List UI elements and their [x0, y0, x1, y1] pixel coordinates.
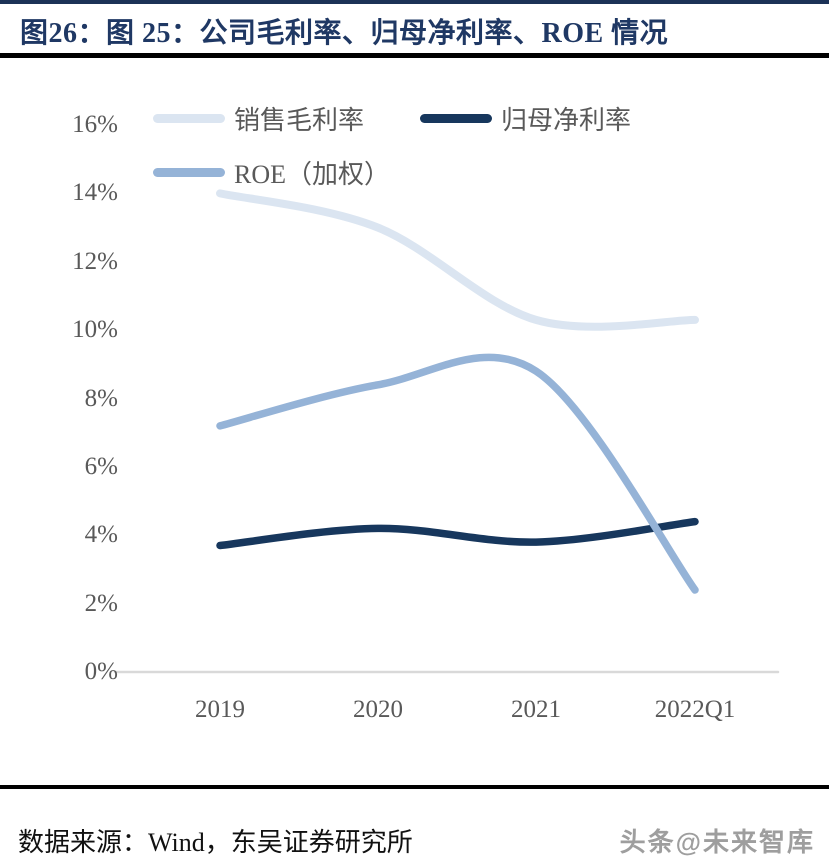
gross-margin-line-swatch [153, 113, 225, 123]
y-tick-label: 2% [84, 589, 118, 617]
x-tick-label: 2019 [195, 696, 245, 723]
legend-label: ROE（加权） [234, 159, 391, 189]
legend-item-net-margin: 归母净利率 [420, 101, 631, 135]
series-line-2 [216, 353, 699, 594]
y-tick-label: 8% [84, 384, 118, 412]
watermark: 头条@未来智库 [619, 827, 815, 857]
series-line-0 [216, 189, 699, 331]
x-tick-label: 2022Q1 [654, 696, 736, 723]
y-tick-label: 0% [84, 658, 118, 685]
series-line-1 [216, 517, 699, 550]
legend-label: 销售毛利率 [234, 105, 365, 135]
legend-item-gross-margin: 销售毛利率 [153, 101, 364, 135]
top-border-rule [0, 0, 829, 4]
footer-divider-rule [0, 785, 829, 789]
chart-canvas [113, 189, 780, 674]
data-source-note: 数据来源：Wind，东吴证券研究所 [18, 828, 413, 857]
y-tick-label: 14% [72, 179, 118, 207]
x-tick-label: 2020 [353, 696, 403, 723]
legend-item-roe: ROE（加权） [153, 155, 390, 189]
page-title: 图26：图 25：公司毛利率、归母净利率、ROE 情况 [20, 18, 669, 49]
line-chart: 销售毛利率 归母净利率 ROE（加权） 0% 2% 4% 6% 8% 10% 12% 14% 1… [0, 62, 829, 786]
net-margin-line-swatch [420, 113, 492, 123]
y-tick-label: 12% [72, 247, 118, 275]
title-divider-rule [0, 53, 829, 58]
y-tick-label: 16% [72, 111, 118, 138]
roe-line-swatch [153, 167, 225, 177]
y-tick-label: 10% [72, 316, 118, 344]
x-tick-label: 2021 [511, 696, 561, 723]
legend-label: 归母净利率 [501, 105, 632, 135]
y-tick-label: 6% [84, 452, 118, 480]
y-tick-label: 4% [84, 521, 118, 549]
